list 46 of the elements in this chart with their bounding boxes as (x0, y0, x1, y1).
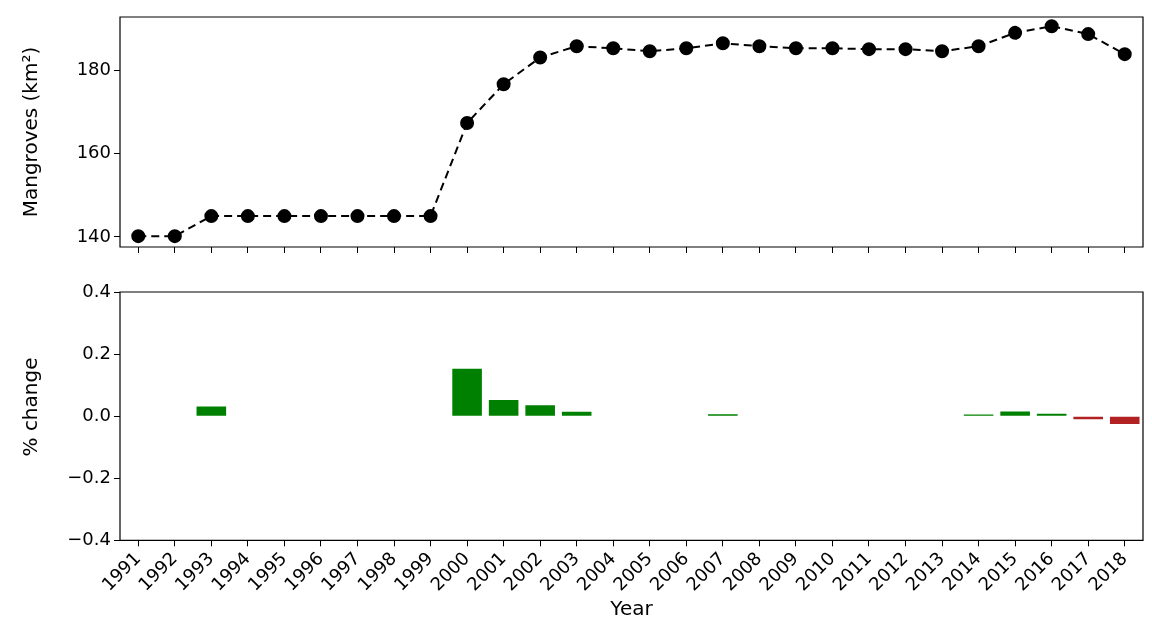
point (935, 44, 950, 59)
point (788, 41, 803, 56)
y-axis-title: % change (18, 357, 42, 456)
point (240, 209, 255, 224)
point (1117, 47, 1132, 62)
y-axis-title: Mangroves (km²) (18, 46, 43, 218)
point (313, 209, 328, 224)
point (496, 77, 511, 92)
point (715, 36, 730, 51)
point (1044, 19, 1059, 34)
x-axis-title: Year (609, 596, 654, 621)
point (1008, 25, 1023, 40)
bar (1000, 411, 1030, 416)
point (204, 209, 219, 224)
point (898, 42, 913, 57)
bar (1109, 416, 1140, 424)
point (423, 209, 438, 224)
y-tick-label: 0.4 (82, 279, 111, 301)
point (350, 209, 365, 224)
point (277, 209, 292, 224)
point (752, 39, 767, 54)
point (971, 39, 986, 54)
y-tick-label: −0.4 (67, 528, 111, 550)
point (861, 42, 876, 57)
point (679, 41, 694, 56)
point (533, 50, 548, 65)
point (167, 229, 182, 244)
y-tick-label: 180 (76, 57, 111, 79)
bar (452, 368, 482, 416)
y-tick-label: 0.2 (82, 341, 111, 363)
point (606, 41, 621, 56)
bar (488, 400, 519, 416)
point (825, 41, 840, 56)
point (1081, 27, 1096, 42)
point (642, 44, 657, 59)
y-tick-label: 0.0 (82, 403, 111, 425)
point (569, 39, 584, 54)
bar (525, 405, 555, 416)
y-tick-label: −0.2 (67, 465, 111, 487)
point (131, 229, 146, 244)
bar (561, 411, 592, 416)
point (387, 209, 402, 224)
point (460, 116, 475, 131)
bar (196, 406, 227, 416)
y-tick-label: 140 (76, 224, 111, 246)
y-tick-label: 160 (76, 141, 111, 163)
